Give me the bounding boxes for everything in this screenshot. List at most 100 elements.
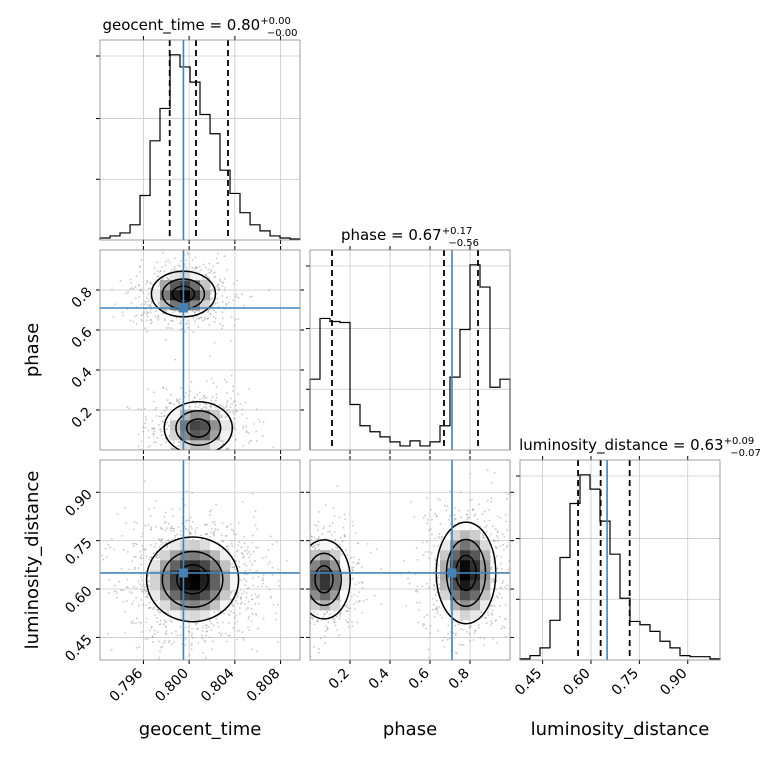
scatter-point (238, 612, 241, 615)
scatter-point (212, 458, 214, 460)
scatter-point (196, 394, 198, 396)
scatter-point (205, 627, 208, 629)
scatter-point (450, 700, 452, 702)
scatter-point (245, 596, 248, 599)
scatter-point (239, 603, 242, 605)
scatter-point (262, 576, 264, 579)
scatter-point (168, 326, 170, 329)
scatter-point (150, 627, 153, 629)
scatter-point (208, 626, 210, 628)
scatter-point (305, 573, 307, 575)
scatter-point (193, 320, 196, 323)
density-cell (220, 590, 231, 601)
scatter-point (133, 568, 136, 571)
scatter-point (157, 314, 160, 317)
scatter-point (137, 567, 140, 569)
scatter-point (449, 522, 452, 525)
scatter-point (143, 303, 146, 306)
scatter-point (104, 547, 107, 550)
scatter-point (159, 611, 162, 614)
scatter-point (210, 509, 213, 511)
density-cell (170, 570, 181, 581)
density-cell (230, 570, 241, 581)
scatter-point (307, 526, 309, 528)
scatter-point (234, 438, 237, 440)
scatter-point (212, 309, 215, 312)
density-cell (190, 290, 201, 301)
scatter-point (301, 567, 303, 569)
y-tick-label: 0.60 (62, 583, 95, 616)
density-cell (160, 300, 171, 311)
scatter-point (159, 538, 162, 541)
scatter-point (492, 609, 494, 612)
scatter-point (294, 569, 296, 571)
scatter-point (213, 530, 216, 533)
scatter-point (329, 530, 332, 533)
scatter-point (466, 630, 468, 633)
density-cell (310, 560, 321, 571)
scatter-point (232, 530, 235, 532)
scatter-point (173, 463, 175, 465)
scatter-point (428, 586, 431, 589)
scatter-point (223, 378, 226, 381)
scatter-point (167, 424, 170, 427)
scatter-point (177, 526, 180, 528)
scatter-point (158, 556, 160, 559)
scatter-point (416, 585, 419, 588)
scatter-point (159, 646, 162, 649)
scatter-point (187, 453, 189, 455)
scatter-point (233, 417, 236, 420)
scatter-point (269, 560, 272, 563)
density-cell (220, 430, 231, 441)
density-cell (220, 420, 231, 431)
scatter-point (140, 563, 143, 566)
scatter-point (243, 563, 246, 565)
scatter-point (352, 524, 355, 527)
scatter-point (305, 531, 307, 533)
scatter-point (472, 509, 474, 512)
scatter-point (137, 580, 140, 583)
scatter-point (162, 277, 165, 280)
density-cell (160, 550, 171, 561)
scatter-point (323, 525, 325, 528)
scatter-point (272, 604, 275, 606)
scatter-point (261, 435, 264, 437)
scatter-point (495, 546, 497, 548)
scatter-point (212, 272, 215, 275)
density-cell (190, 540, 201, 551)
scatter-point (302, 622, 304, 624)
scatter-point (173, 537, 176, 539)
scatter-point (179, 530, 182, 533)
scatter-point (119, 280, 122, 282)
scatter-point (243, 578, 246, 580)
scatter-point (232, 299, 235, 302)
scatter-point (278, 584, 281, 587)
scatter-point (172, 441, 175, 444)
scatter-point (164, 318, 167, 320)
scatter-point (294, 627, 296, 629)
scatter-point (196, 461, 198, 463)
scatter-point (350, 595, 353, 598)
scatter-point (169, 529, 172, 532)
scatter-point (227, 301, 230, 304)
scatter-point (336, 485, 339, 487)
title-minus: −0.56 (448, 238, 479, 249)
scatter-point (168, 402, 171, 404)
scatter-point (142, 591, 144, 593)
scatter-point (292, 596, 294, 598)
scatter-point (101, 554, 103, 557)
scatter-point (241, 500, 244, 503)
scatter-point (138, 621, 141, 624)
scatter-point (153, 545, 156, 548)
scatter-point (322, 527, 324, 530)
scatter-point (255, 408, 258, 411)
scatter-point (185, 527, 188, 530)
scatter-point (483, 537, 486, 540)
y-tick-label: 0.4 (69, 364, 96, 391)
scatter-point (131, 603, 134, 605)
scatter-point (490, 497, 493, 500)
scatter-point (476, 518, 479, 521)
scatter-point (455, 632, 457, 635)
scatter-point (206, 318, 209, 320)
scatter-point (305, 559, 307, 561)
